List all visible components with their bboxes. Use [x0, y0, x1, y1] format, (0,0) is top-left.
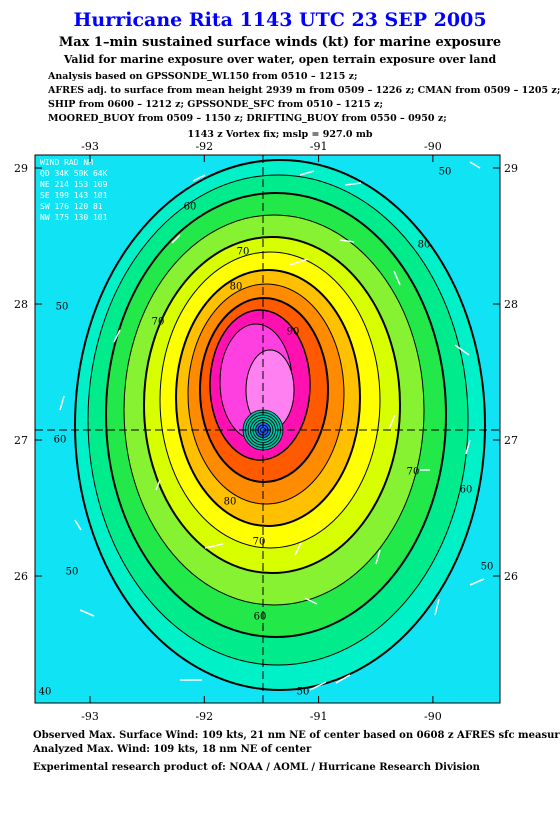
obs-arrow	[79, 609, 95, 617]
obs-arrow	[289, 258, 309, 266]
title: Hurricane Rita 1143 UTC 23 SEP 2005	[73, 9, 486, 31]
obs-arrow	[344, 182, 362, 186]
y-tick-label: 29	[14, 162, 28, 175]
x-tick-label: -91	[310, 140, 328, 153]
y-tick-label: 28	[14, 298, 28, 311]
wind-radii: WIND RAD NM	[40, 158, 93, 167]
wind-radii: SW 176 120 81	[40, 202, 103, 211]
contour-label: 70	[152, 317, 165, 328]
obs-arrow	[294, 542, 302, 556]
y-tick-label: 27	[504, 434, 518, 447]
obs-arrow	[171, 234, 181, 244]
map-frame	[34, 154, 501, 704]
note: Valid for marine exposure over water, op…	[63, 53, 497, 66]
obs-arrow	[304, 597, 318, 605]
contour-label: 60	[184, 202, 197, 213]
contour-label: 40	[39, 687, 52, 698]
obs-arrow	[59, 395, 65, 411]
contour-label: 70	[237, 247, 250, 258]
obs-arrow	[335, 674, 351, 684]
obs-arrow	[375, 549, 381, 565]
contour-label: 80	[230, 282, 243, 293]
x-tick-label: -90	[424, 710, 442, 723]
contour-label: 60	[460, 485, 473, 496]
contour-label: 50	[481, 562, 494, 573]
y-tick-label: 27	[14, 434, 28, 447]
footer-line: Observed Max. Surface Wind: 109 kts, 21 …	[33, 730, 560, 741]
contour-label: 70	[407, 467, 420, 478]
contour-label: 80	[224, 497, 237, 508]
obs-arrow	[465, 439, 471, 455]
obs-arrow	[74, 519, 82, 531]
analysis-line: Analysis based on GPSSONDE_WL150 from 05…	[47, 71, 358, 82]
x-tick-label: -92	[195, 710, 213, 723]
obs-arrow	[192, 174, 206, 182]
y-tick-label: 28	[504, 298, 518, 311]
contour-label: 50	[56, 302, 69, 313]
x-tick-label: -91	[310, 710, 328, 723]
x-tick-label: -93	[81, 140, 99, 153]
contour-label: 60	[54, 435, 67, 446]
wind-radii: NW 175 130 101	[40, 213, 108, 222]
obs-arrow	[454, 344, 470, 356]
obs-arrow	[393, 270, 401, 286]
obs-arrow	[469, 578, 485, 586]
wind-radii: QD 34K 50K 64K	[40, 169, 108, 178]
analysis-line: AFRES adj. to surface from mean height 2…	[47, 85, 560, 96]
contour-label: 70	[253, 537, 266, 548]
obs-arrow	[339, 239, 355, 243]
y-tick-label: 26	[14, 570, 28, 583]
contour-label: 50	[66, 567, 79, 578]
obs-arrow	[309, 681, 327, 691]
y-tick-label: 26	[504, 570, 518, 583]
wind-radii: NE 214 153 109	[40, 180, 108, 189]
footer-line: Experimental research product of: NOAA /…	[33, 762, 481, 773]
obs-arrow	[469, 161, 481, 169]
obs-arrow	[113, 329, 121, 343]
map: 50 60 60 70 70 80 80 90 70 80 70 60 50 50 60 50 40 50 WIND…	[35, 155, 500, 703]
vortex-fix: 1143 z Vortex fix; mslp = 927.0 mb	[187, 129, 372, 140]
x-tick-label: -92	[195, 140, 213, 153]
wind-radii: SE 199 143 101	[40, 191, 108, 200]
x-tick-label: -90	[424, 140, 442, 153]
contour-label: 90	[287, 327, 300, 338]
obs-arrow	[388, 414, 396, 430]
contour-label: 50	[297, 687, 310, 698]
obs-arrow	[434, 598, 440, 616]
contour-label: 50	[439, 167, 452, 178]
x-tick-label: -93	[81, 710, 99, 723]
contour-label: 80	[418, 240, 431, 251]
y-tick-label: 29	[504, 162, 518, 175]
subtitle: Max 1–min sustained surface winds (kt) f…	[59, 35, 501, 50]
contour-label: 60	[254, 612, 267, 623]
analysis-line: MOORED_BUOY from 0509 – 1150 z; DRIFTING…	[48, 113, 447, 124]
obs-arrow	[155, 479, 161, 491]
obs-arrow	[299, 170, 315, 176]
footer-line: Analyzed Max. Wind: 109 kts, 18 nm NE of…	[32, 744, 312, 755]
obs-arrow	[204, 543, 224, 549]
analysis-line: SHIP from 0600 – 1212 z; GPSSONDE_SFC fr…	[48, 99, 383, 110]
